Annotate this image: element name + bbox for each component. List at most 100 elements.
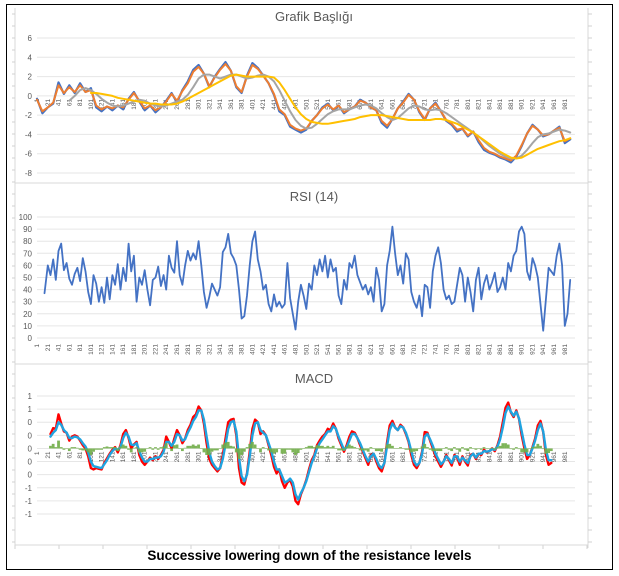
histogram-bar — [205, 448, 209, 455]
histogram-bar — [541, 448, 545, 450]
histogram-bar — [283, 448, 287, 454]
histogram-bar — [164, 443, 168, 449]
histogram-bar — [108, 447, 112, 449]
histogram-bar — [444, 447, 448, 449]
x-tick-label: 281 — [185, 98, 192, 109]
x-tick-label: 781 — [454, 344, 461, 355]
histogram-bar — [189, 445, 192, 449]
x-tick-label: 821 — [476, 451, 483, 462]
x-tick-label: 841 — [486, 344, 493, 355]
histogram-bar — [89, 448, 93, 455]
histogram-bar — [463, 448, 467, 450]
histogram-bar — [183, 447, 187, 449]
histogram-bar — [493, 448, 497, 450]
histogram-bar — [178, 448, 182, 449]
histogram-bar — [533, 446, 537, 449]
x-tick-label: 341 — [217, 451, 224, 462]
histogram-bar — [199, 448, 203, 449]
histogram-bar — [426, 447, 429, 449]
histogram-bar — [191, 444, 195, 449]
histogram-bar — [447, 448, 451, 450]
x-tick-label: 701 — [411, 98, 418, 109]
histogram-bar — [213, 448, 217, 451]
histogram-bar — [156, 448, 160, 450]
x-tick-label: 941 — [540, 98, 547, 109]
histogram-bar — [417, 448, 421, 449]
x-tick-label: 921 — [529, 98, 536, 109]
x-tick-label: 441 — [271, 344, 278, 355]
histogram-bar — [358, 448, 362, 451]
histogram-bar — [288, 448, 292, 450]
histogram-bar — [175, 444, 179, 449]
x-tick-label: 641 — [379, 451, 386, 462]
histogram-bar — [294, 448, 297, 455]
x-tick-label: 601 — [357, 98, 364, 109]
histogram-bar — [256, 448, 260, 449]
histogram-bar — [461, 447, 464, 449]
x-tick-label: 701 — [411, 344, 418, 355]
histogram-bar — [501, 443, 505, 449]
histogram-bar — [482, 447, 486, 449]
x-tick-label: 441 — [271, 98, 278, 109]
x-tick-label: 241 — [163, 344, 170, 355]
x-tick-label: 201 — [142, 98, 149, 109]
x-tick-label: 361 — [228, 98, 235, 109]
histogram-bar — [450, 448, 454, 452]
x-tick-label: 881 — [508, 451, 515, 462]
x-tick-label: 801 — [465, 451, 472, 462]
x-tick-label: 101 — [88, 344, 95, 355]
histogram-bar — [366, 448, 370, 452]
histogram-bar — [342, 448, 346, 451]
histogram-bar — [452, 447, 456, 449]
histogram-bar — [361, 448, 365, 451]
histogram-bar — [62, 448, 66, 450]
histogram-bar — [167, 448, 171, 449]
histogram-bar — [323, 447, 327, 449]
x-tick-label: 81 — [77, 344, 84, 352]
x-tick-label: 201 — [142, 451, 149, 462]
y-tick-label: 0 — [28, 458, 33, 467]
x-tick-label: 21 — [45, 344, 52, 352]
y-tick-label: 0 — [28, 471, 33, 480]
y-tick-label: -6 — [25, 150, 33, 159]
x-tick-label: 121 — [99, 451, 106, 462]
histogram-bar — [312, 447, 316, 449]
histogram-bar — [78, 448, 82, 450]
x-tick-label: 101 — [88, 98, 95, 109]
x-tick-label: 541 — [325, 451, 332, 462]
x-tick-label: 641 — [379, 344, 386, 355]
x-tick-label: 961 — [551, 344, 558, 355]
histogram-bar — [436, 448, 440, 452]
chart-title-rsi: RSI (14) — [290, 189, 338, 204]
y-tick-label: 90 — [23, 225, 32, 234]
x-tick-label: 881 — [508, 98, 515, 109]
x-tick-label: 621 — [368, 344, 375, 355]
y-tick-label: 0 — [28, 92, 33, 101]
x-tick-label: 761 — [443, 98, 450, 109]
histogram-bar — [490, 447, 494, 449]
x-tick-label: 921 — [529, 451, 536, 462]
histogram-bar — [321, 445, 324, 449]
histogram-bar — [97, 448, 101, 450]
histogram-bar — [277, 448, 281, 449]
histogram-bar — [151, 448, 155, 450]
x-tick-label: 321 — [206, 98, 213, 109]
x-tick-label: 161 — [120, 344, 127, 355]
histogram-bar — [116, 448, 120, 452]
y-tick-label: 4 — [28, 53, 33, 62]
x-tick-label: 701 — [411, 451, 418, 462]
x-tick-label: 861 — [497, 344, 504, 355]
x-tick-label: 381 — [239, 98, 246, 109]
x-tick-label: 581 — [346, 98, 353, 109]
y-tick-label: 50 — [23, 274, 32, 283]
y-tick-label: 1 — [28, 392, 33, 401]
histogram-bar — [121, 444, 125, 449]
x-tick-label: 461 — [282, 451, 289, 462]
histogram-bar — [54, 447, 58, 449]
chart-title-price: Grafik Başlığı — [275, 9, 353, 24]
x-tick-label: 941 — [540, 344, 547, 355]
x-tick-label: 461 — [282, 344, 289, 355]
histogram-bar — [105, 446, 109, 449]
x-tick-label: 301 — [196, 98, 203, 109]
